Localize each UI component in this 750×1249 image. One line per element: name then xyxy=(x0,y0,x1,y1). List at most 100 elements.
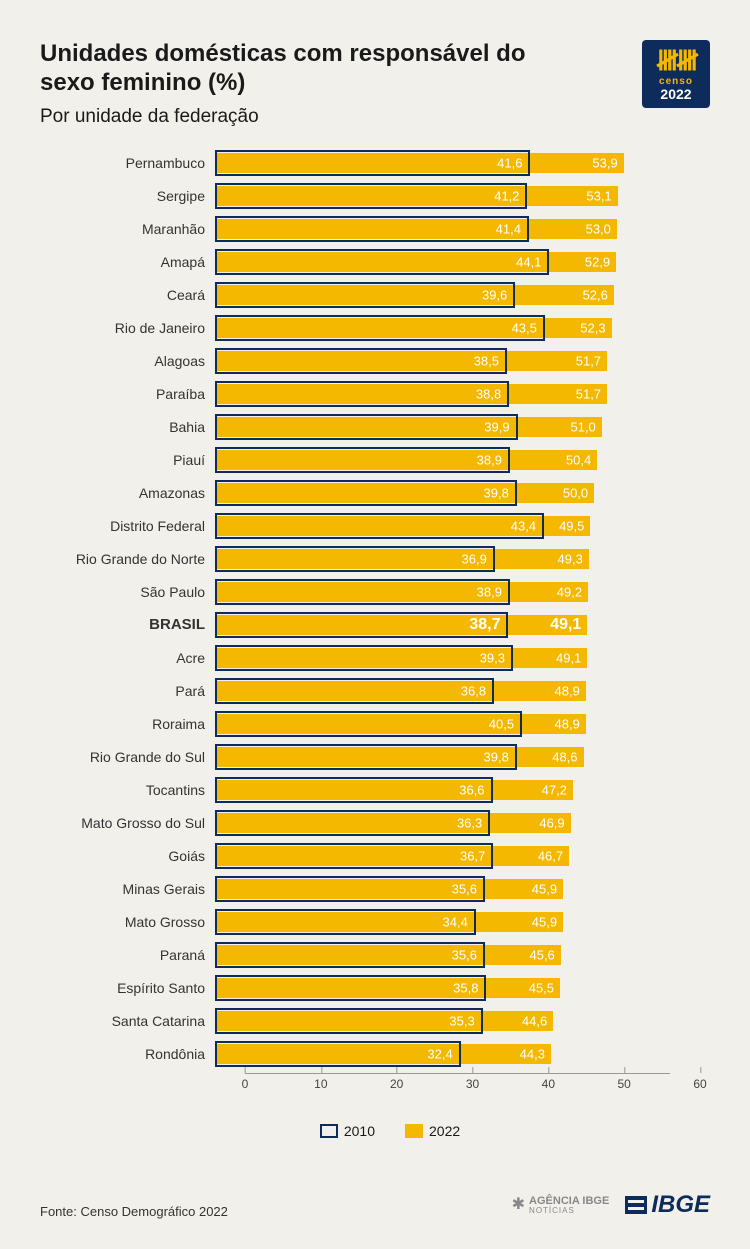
bar-row: Maranhão41,453,0 xyxy=(70,214,710,244)
value-2022: 52,3 xyxy=(580,320,611,335)
legend-label: 2010 xyxy=(344,1123,375,1139)
bar-row: Paraíba38,851,7 xyxy=(70,379,710,409)
bar-container: 34,445,9 xyxy=(215,909,710,935)
bar-row: Rio de Janeiro43,552,3 xyxy=(70,313,710,343)
value-2022: 48,9 xyxy=(555,683,586,698)
value-2010: 32,4 xyxy=(427,1046,460,1061)
value-2022: 51,0 xyxy=(570,419,601,434)
bar-label: Paraná xyxy=(70,947,215,963)
value-2010: 39,3 xyxy=(480,650,513,665)
value-2022: 53,1 xyxy=(586,188,617,203)
footer: Fonte: Censo Demográfico 2022 ✱ AGÊNCIA … xyxy=(40,1191,710,1219)
value-2022: 45,6 xyxy=(529,947,560,962)
agencia-icon: ✱ xyxy=(512,1197,525,1213)
bar-2010 xyxy=(215,678,494,704)
bar-row: Roraima40,548,9 xyxy=(70,709,710,739)
bar-row: Alagoas38,551,7 xyxy=(70,346,710,376)
bar-row: BRASIL38,749,1 xyxy=(70,610,710,640)
value-2022: 53,9 xyxy=(592,155,623,170)
x-tick: 60 xyxy=(693,1073,706,1091)
bar-label: Santa Catarina xyxy=(70,1013,215,1029)
bar-row: Espírito Santo35,845,5 xyxy=(70,973,710,1003)
value-2010: 38,9 xyxy=(477,584,510,599)
x-tick: 40 xyxy=(542,1073,555,1091)
bar-row: Mato Grosso do Sul36,346,9 xyxy=(70,808,710,838)
bar-row: Bahia39,951,0 xyxy=(70,412,710,442)
bar-row: Rondônia32,444,3 xyxy=(70,1039,710,1069)
bar-container: 39,6 52,6 xyxy=(215,282,710,308)
bar-label: Amazonas xyxy=(70,485,215,501)
bar-2010 xyxy=(215,249,549,275)
bar-label: Mato Grosso do Sul xyxy=(70,815,215,831)
bar-container: 35,344,6 xyxy=(215,1008,710,1034)
bar-row: Amapá44,152,9 xyxy=(70,247,710,277)
bar-row: Goiás36,746,7 xyxy=(70,841,710,871)
bar-2010 xyxy=(215,348,507,374)
bar-container: 44,152,9 xyxy=(215,249,710,275)
x-tick: 50 xyxy=(617,1073,630,1091)
bar-container: 40,548,9 xyxy=(215,711,710,737)
bar-2010 xyxy=(215,282,515,308)
value-2022: 52,9 xyxy=(585,254,616,269)
ibge-logo: IBGE xyxy=(625,1191,710,1219)
fonte-text: Fonte: Censo Demográfico 2022 xyxy=(40,1204,228,1219)
value-2022: 51,7 xyxy=(576,386,607,401)
value-2010: 35,8 xyxy=(453,980,486,995)
bar-container: 38,8 51,7 xyxy=(215,381,710,407)
agencia-line1: AGÊNCIA IBGE xyxy=(529,1196,609,1207)
ibge-text: IBGE xyxy=(651,1191,710,1219)
bar-label: Tocantins xyxy=(70,782,215,798)
bar-row: Paraná 35,6 45,6 xyxy=(70,940,710,970)
bar-label: Acre xyxy=(70,650,215,666)
value-2010: 38,9 xyxy=(477,452,510,467)
value-2022: 53,0 xyxy=(586,221,617,236)
bar-label: Rondônia xyxy=(70,1046,215,1062)
bar-row: Amazonas39,850,0 xyxy=(70,478,710,508)
bar-row: Rio Grande do Sul39,848,6 xyxy=(70,742,710,772)
value-2010: 35,6 xyxy=(452,947,485,962)
x-tick: 10 xyxy=(314,1073,327,1091)
bar-label: Distrito Federal xyxy=(70,518,215,534)
bar-row: Pará36,848,9 xyxy=(70,676,710,706)
bar-row: Tocantins36,647,2 xyxy=(70,775,710,805)
bar-2010 xyxy=(215,1041,461,1067)
bar-row: Santa Catarina35,344,6 xyxy=(70,1006,710,1036)
chart-title: Unidades domésticas com responsável do s… xyxy=(40,40,540,98)
bar-2010 xyxy=(215,975,486,1001)
bar-container: 41,6 53,9 xyxy=(215,150,710,176)
value-2010: 39,8 xyxy=(484,749,517,764)
bar-container: 39,951,0 xyxy=(215,414,710,440)
bar-label: Minas Gerais xyxy=(70,881,215,897)
bar-rows: Pernambuco41,653,9Sergipe41,253,1Maranhã… xyxy=(70,148,710,1069)
bar-container: 41,453,0 xyxy=(215,216,710,242)
bar-container: 39,850,0 xyxy=(215,480,710,506)
value-2010: 38,8 xyxy=(476,386,509,401)
bar-container: 38,9 50,4 xyxy=(215,447,710,473)
value-2022: 52,6 xyxy=(583,287,614,302)
bar-container: 36,346,9 xyxy=(215,810,710,836)
censo-logo: 𝍸𝍸 censo 2022 xyxy=(642,40,710,108)
bar-row: Acre39,349,1 xyxy=(70,643,710,673)
bar-2010 xyxy=(215,612,508,638)
value-2022: 50,4 xyxy=(566,452,597,467)
legend-label: 2022 xyxy=(429,1123,460,1139)
legend: 2010 2022 xyxy=(70,1123,710,1139)
bar-container: 35,6 45,6 xyxy=(215,942,710,968)
bar-container: 43,449,5 xyxy=(215,513,710,539)
bar-label: Rio Grande do Norte xyxy=(70,551,215,567)
bar-container: 39,848,6 xyxy=(215,744,710,770)
bar-label: Pernambuco xyxy=(70,155,215,171)
value-2022: 49,1 xyxy=(550,616,587,634)
bar-container: 38,949,2 xyxy=(215,579,710,605)
bar-container: 32,444,3 xyxy=(215,1041,710,1067)
value-2010: 36,9 xyxy=(462,551,495,566)
value-2010: 41,6 xyxy=(497,155,530,170)
bar-label: Amapá xyxy=(70,254,215,270)
legend-swatch-fill xyxy=(405,1124,423,1138)
value-2022: 46,9 xyxy=(539,815,570,830)
value-2010: 39,6 xyxy=(482,287,515,302)
bar-label: BRASIL xyxy=(70,616,215,633)
agencia-line2: NOTÍCIAS xyxy=(529,1207,609,1215)
bar-row: Distrito Federal43,449,5 xyxy=(70,511,710,541)
bar-2010 xyxy=(215,447,510,473)
